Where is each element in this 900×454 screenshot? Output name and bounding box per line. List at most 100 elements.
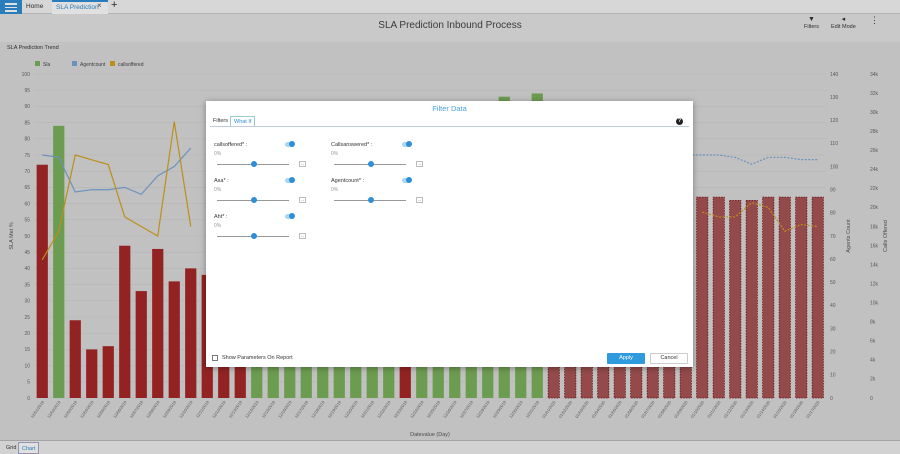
reset-stepper[interactable]: ↔ xyxy=(299,233,306,239)
sla-bar xyxy=(729,199,742,399)
param-toggle[interactable] xyxy=(285,141,295,147)
y3-tick-label: 6k xyxy=(870,339,876,345)
agentcount-forecast-line xyxy=(669,154,818,165)
agentcount-line xyxy=(42,147,192,196)
apply-button[interactable]: Apply xyxy=(607,353,645,364)
y3-tick-label: 12k xyxy=(870,281,879,287)
param-toggle[interactable] xyxy=(285,177,295,183)
y-tick-label: 60 xyxy=(24,201,30,207)
sla-bar xyxy=(36,164,48,398)
y2-tick-label: 60 xyxy=(830,257,836,263)
param-agentcount: Agentcount* : 0% ↔ xyxy=(331,177,426,214)
y2-axis-title: Agents Count xyxy=(846,219,852,253)
tab-filters[interactable]: Filters xyxy=(213,118,228,124)
param-value: 0% xyxy=(214,151,222,157)
sla-bar xyxy=(712,196,725,399)
reset-stepper[interactable]: ↔ xyxy=(416,161,423,167)
sla-bar xyxy=(102,346,114,398)
y-tick-label: 65 xyxy=(24,185,30,191)
filters-button[interactable]: ▼ Filters xyxy=(804,16,819,30)
tab-home[interactable]: Home xyxy=(26,3,44,10)
y2-tick-label: 10 xyxy=(830,373,836,379)
sla-bar xyxy=(795,196,808,399)
show-params-option[interactable]: Show Parameters On Report xyxy=(212,355,332,363)
y-tick-label: 20 xyxy=(24,331,30,337)
y-tick-label: 85 xyxy=(24,120,30,126)
close-tab-icon[interactable]: × xyxy=(97,1,102,10)
param-toggle[interactable] xyxy=(402,141,412,147)
y2-tick-label: 70 xyxy=(830,234,836,240)
callsoffered-line xyxy=(41,121,192,261)
y-tick-label: 10 xyxy=(24,363,30,369)
y3-tick-label: 18k xyxy=(870,224,879,230)
legend-label: Agentcount xyxy=(80,62,106,68)
param-toggle[interactable] xyxy=(285,213,295,219)
y3-tick-label: 8k xyxy=(870,320,876,326)
page-header: SLA Prediction Inbound Process ▼ Filters… xyxy=(0,14,900,42)
y2-tick-label: 130 xyxy=(830,95,839,101)
show-params-checkbox[interactable] xyxy=(212,355,218,361)
slider-handle[interactable] xyxy=(251,233,257,239)
y3-tick-label: 24k xyxy=(870,167,879,173)
param-toggle[interactable] xyxy=(402,177,412,183)
legend-label: Sla xyxy=(43,62,50,68)
add-tab-icon[interactable]: + xyxy=(111,0,118,11)
y-tick-label: 25 xyxy=(24,315,30,321)
slider-handle[interactable] xyxy=(368,161,374,167)
callsoffered-forecast-line xyxy=(702,201,818,232)
y3-tick-label: 0 xyxy=(870,396,873,402)
param-value: 0% xyxy=(331,187,339,193)
y3-tick-label: 14k xyxy=(870,262,879,268)
edit-mode-button[interactable]: ◂ Edit Mode xyxy=(831,16,856,30)
sla-bar xyxy=(69,320,81,398)
slider-handle[interactable] xyxy=(251,161,257,167)
y-tick-label: 70 xyxy=(24,169,30,175)
sla-bar xyxy=(53,125,65,398)
top-tab-bar: Home SLA Prediction × + xyxy=(0,0,900,14)
y2-tick-label: 110 xyxy=(830,141,838,147)
y2-tick-label: 100 xyxy=(830,164,839,170)
filter-data-dialog: Filter Data Filters What If ? callsoffer… xyxy=(206,101,693,367)
tab-sla-prediction[interactable]: SLA Prediction xyxy=(52,0,108,14)
y2-tick-label: 50 xyxy=(830,280,836,286)
filters-label: Filters xyxy=(804,24,819,30)
y3-tick-label: 2k xyxy=(870,377,876,383)
slider-handle[interactable] xyxy=(368,197,374,203)
slider-handle[interactable] xyxy=(251,197,257,203)
y-tick-label: 30 xyxy=(24,299,30,305)
param-label: callsoffered* : xyxy=(214,142,248,148)
y2-tick-label: 80 xyxy=(830,211,836,217)
sla-bar xyxy=(152,248,164,398)
more-options-icon[interactable]: ⋮ xyxy=(870,15,879,25)
menu-icon[interactable] xyxy=(0,0,22,14)
reset-stepper[interactable]: ↔ xyxy=(299,197,306,203)
y3-tick-label: 20k xyxy=(870,205,879,211)
param-value: 0% xyxy=(214,187,222,193)
tab-divider xyxy=(210,126,689,127)
y3-tick-label: 16k xyxy=(870,243,879,249)
y3-tick-label: 30k xyxy=(870,110,879,116)
param-asa: Asa* : 0% ↔ xyxy=(214,177,309,214)
pin-icon: ◂ xyxy=(841,16,846,23)
y3-tick-label: 22k xyxy=(870,186,879,192)
cancel-button[interactable]: Cancel xyxy=(650,353,688,364)
reset-stepper[interactable]: ↔ xyxy=(299,161,306,167)
y2-tick-label: 20 xyxy=(830,350,836,356)
param-label: Callsanswered* : xyxy=(331,142,373,148)
param-value: 0% xyxy=(214,223,222,229)
legend-swatch xyxy=(110,61,115,66)
legend-swatch xyxy=(35,61,40,66)
y-tick-label: 90 xyxy=(24,104,30,110)
y-tick-label: 15 xyxy=(24,347,30,353)
help-icon[interactable]: ? xyxy=(676,118,683,125)
tab-grid[interactable]: Grid xyxy=(6,445,17,451)
sla-bar xyxy=(185,268,197,398)
reset-stepper[interactable]: ↔ xyxy=(416,197,423,203)
y2-tick-label: 0 xyxy=(830,396,833,402)
y3-tick-label: 26k xyxy=(870,148,879,154)
param-callsanswered: Callsanswered* : 0% ↔ xyxy=(331,141,426,178)
param-value: 0% xyxy=(331,151,339,157)
sla-bar xyxy=(168,281,180,398)
sla-bar xyxy=(119,245,131,398)
param-label: Asa* : xyxy=(214,178,229,184)
